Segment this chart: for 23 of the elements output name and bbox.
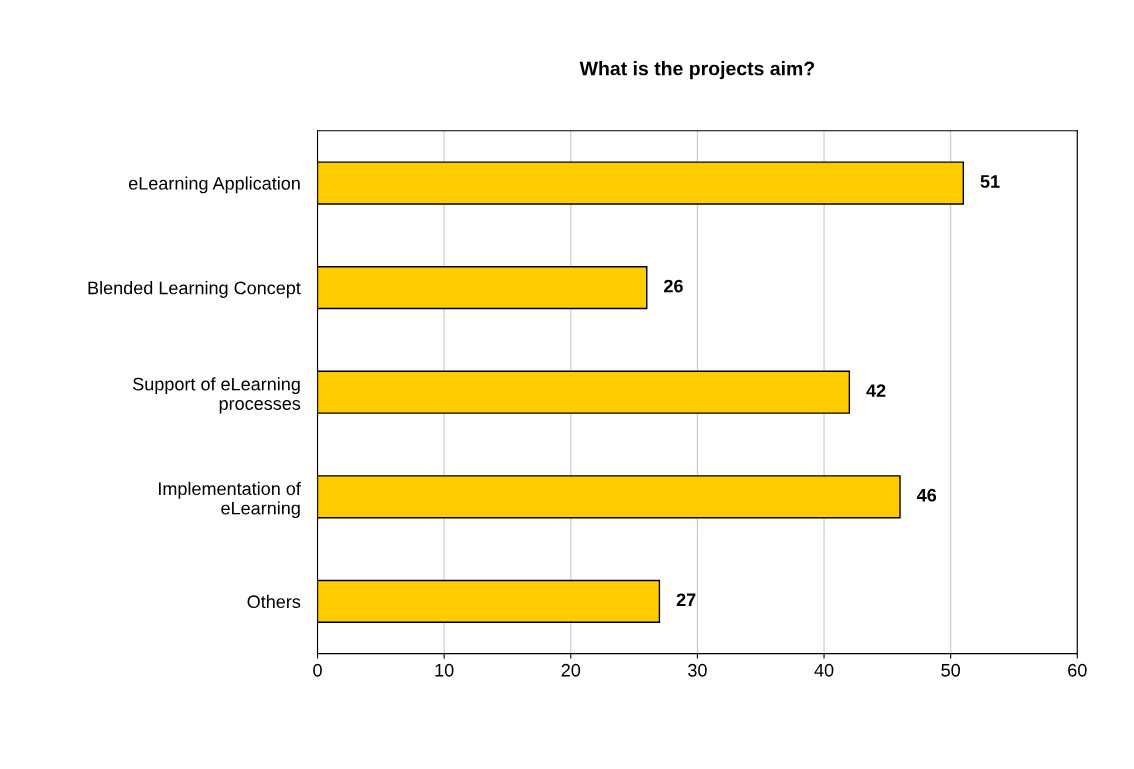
x-tick-label: 60 xyxy=(1068,663,1087,677)
bar xyxy=(317,265,648,310)
bar xyxy=(317,579,661,623)
x-tick-label: 10 xyxy=(435,663,454,677)
bar xyxy=(317,161,965,205)
y-tick-label: Implementation of eLearning xyxy=(159,481,301,519)
bar xyxy=(317,475,901,519)
x-tick-label: 0 xyxy=(313,663,322,677)
data-label: 42 xyxy=(866,384,886,397)
x-tick-label: 30 xyxy=(688,663,707,677)
data-label: 27 xyxy=(676,593,696,607)
x-tick-label: 20 xyxy=(561,663,581,677)
y-tick-label: Blended Learning Concept xyxy=(88,281,301,298)
data-label: 46 xyxy=(916,488,937,502)
bar xyxy=(317,370,851,414)
x-tick-label: 50 xyxy=(941,663,961,677)
chart-title: What is the projects aim? xyxy=(579,61,815,80)
y-tick-label: eLearning Application xyxy=(128,176,300,194)
y-tick-label: Support of eLearning processes xyxy=(133,377,301,414)
data-label: 51 xyxy=(980,175,1000,188)
y-tick-label: Others xyxy=(247,594,301,609)
x-tick-label: 40 xyxy=(814,663,834,677)
data-label: 26 xyxy=(664,279,683,293)
